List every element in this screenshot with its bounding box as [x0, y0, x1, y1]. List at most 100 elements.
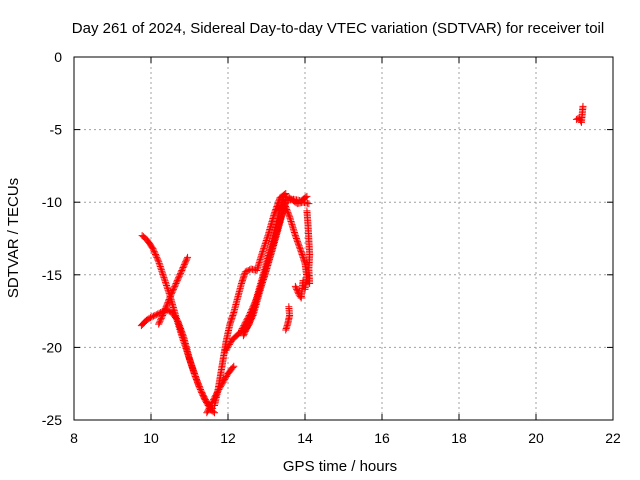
data-point	[196, 386, 204, 394]
data-point	[176, 322, 184, 330]
data-point	[168, 290, 176, 298]
data-point	[285, 303, 293, 311]
data-point	[303, 192, 311, 200]
data-point	[188, 363, 196, 371]
data-point	[165, 295, 173, 303]
data-point	[175, 320, 183, 328]
data-point	[198, 388, 206, 396]
data-point	[244, 322, 252, 330]
data-point	[178, 266, 186, 274]
data-point	[239, 332, 247, 340]
data-point	[184, 253, 192, 261]
data-point	[229, 363, 237, 371]
y-tick-label: -5	[50, 122, 63, 138]
data-point	[174, 275, 182, 283]
data-point	[305, 200, 313, 208]
data-point	[148, 313, 156, 321]
data-point	[173, 278, 181, 286]
data-point	[161, 306, 169, 314]
data-point	[168, 288, 176, 296]
data-point	[244, 266, 252, 274]
data-point	[241, 327, 249, 335]
data-point	[224, 343, 232, 351]
data-point	[282, 204, 290, 212]
data-point	[178, 327, 186, 335]
data-point	[241, 268, 249, 276]
y-tick-label: 0	[54, 49, 62, 65]
data-point	[194, 380, 202, 388]
data-point	[174, 317, 182, 325]
data-point	[204, 407, 212, 415]
data-point	[247, 314, 255, 322]
data-point	[180, 262, 188, 270]
data-point	[189, 365, 197, 373]
data-point	[280, 200, 288, 208]
data-point	[145, 314, 153, 322]
data-point	[242, 326, 250, 334]
data-point	[221, 375, 229, 383]
data-point	[163, 281, 171, 289]
data-point	[189, 366, 197, 374]
data-point	[182, 256, 190, 264]
x-tick-label: 18	[451, 430, 467, 446]
data-point	[296, 245, 304, 253]
data-point	[169, 287, 177, 295]
data-point	[179, 264, 187, 272]
data-point	[192, 375, 200, 383]
data-point	[179, 330, 187, 338]
x-tick-label: 20	[528, 430, 544, 446]
data-point	[151, 249, 159, 257]
data-point	[281, 201, 289, 209]
y-tick-label: -10	[42, 194, 62, 210]
data-point	[223, 345, 231, 353]
data-point	[149, 245, 157, 253]
data-point	[245, 320, 253, 328]
data-point	[160, 309, 168, 317]
data-point	[194, 378, 202, 386]
data-point	[291, 282, 299, 290]
data-point	[203, 409, 211, 417]
y-tick-label: -20	[42, 339, 62, 355]
data-point	[243, 323, 251, 331]
data-point	[169, 285, 177, 293]
data-point	[159, 270, 167, 278]
data-point	[152, 311, 160, 319]
data-point	[152, 252, 160, 260]
data-point	[157, 316, 165, 324]
data-point	[155, 259, 163, 267]
data-point	[297, 246, 305, 254]
x-tick-label: 12	[220, 430, 236, 446]
data-point	[177, 325, 185, 333]
data-point	[284, 210, 292, 218]
y-tick-labels: 0 -5 -10 -15 -20 -25	[42, 49, 62, 428]
data-point	[294, 239, 302, 247]
data-point	[150, 248, 158, 256]
data-point	[293, 285, 301, 293]
data-point	[183, 255, 191, 263]
data-point	[157, 264, 165, 272]
data-point	[171, 281, 179, 289]
data-point	[166, 293, 174, 301]
data-point	[292, 233, 300, 241]
data-point	[175, 272, 183, 280]
data-point	[186, 357, 194, 365]
data-point	[299, 277, 307, 285]
data-point	[261, 241, 269, 249]
data-point	[579, 102, 587, 110]
data-point	[176, 323, 184, 331]
data-point	[160, 307, 168, 315]
data-point	[153, 255, 161, 263]
data-point	[198, 390, 206, 398]
data-point	[150, 246, 158, 254]
data-point	[186, 355, 193, 363]
data-point	[293, 236, 301, 244]
data-point	[182, 258, 190, 266]
x-tick-label: 22	[605, 430, 621, 446]
data-point	[153, 253, 161, 261]
data-point	[241, 329, 249, 337]
data-point	[149, 312, 157, 320]
data-point	[226, 339, 234, 347]
data-point	[292, 284, 300, 292]
data-point	[163, 301, 171, 309]
data-point	[158, 267, 166, 275]
